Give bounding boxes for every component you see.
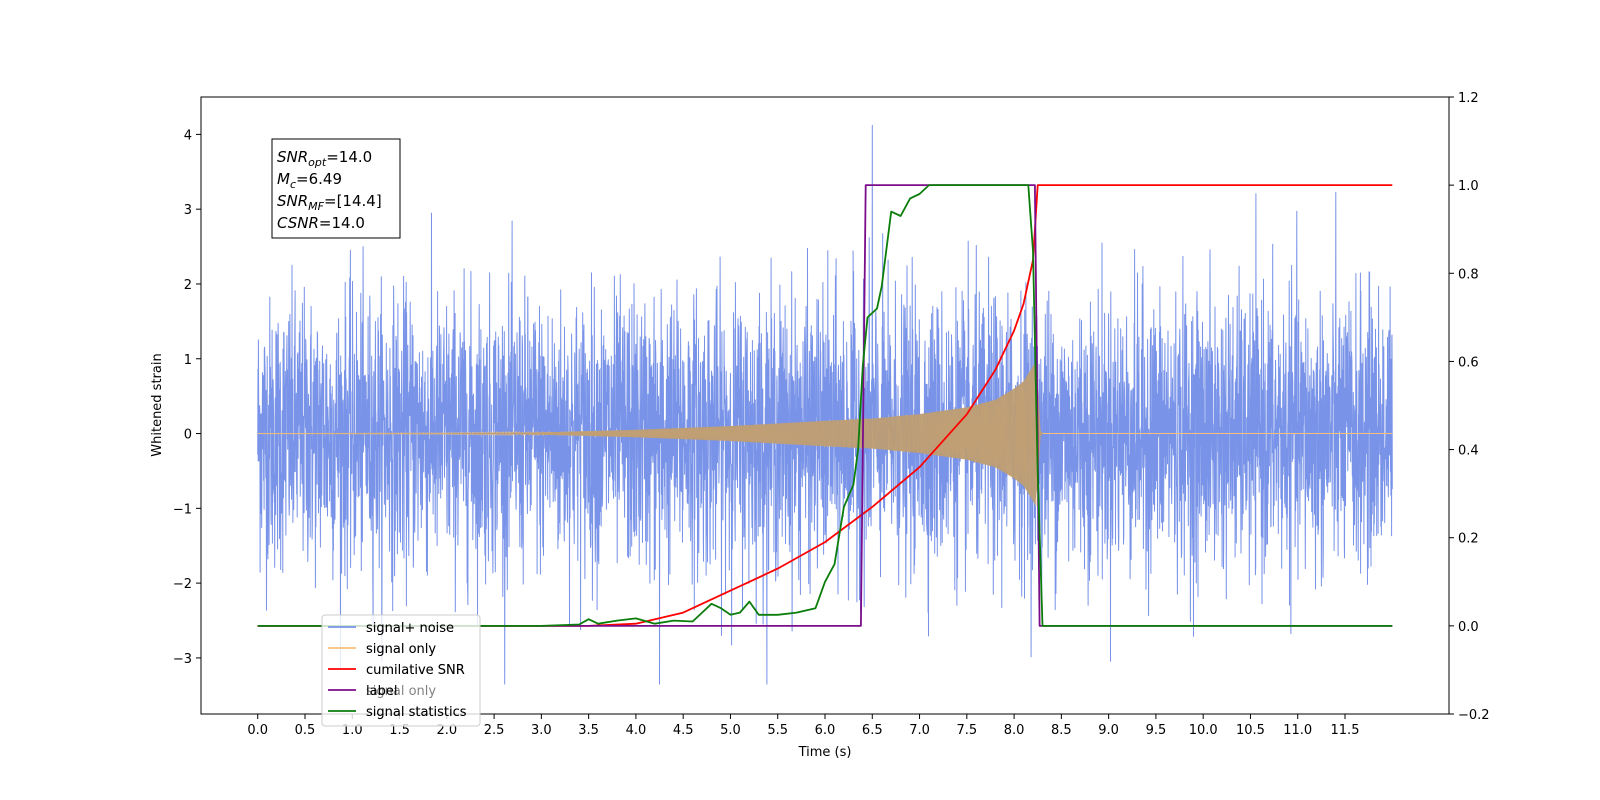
annotation-line: SNRMF=[14.4] (277, 192, 382, 213)
series-signal-statistics (257, 184, 1393, 627)
y-left-tick-label: 2 (184, 278, 192, 293)
y-left-tick-label: −2 (173, 577, 192, 592)
series-cumilative-snr (257, 184, 1393, 627)
legend-label: signal only (366, 642, 436, 657)
x-tick-label: 8.5 (1051, 723, 1072, 738)
x-axis-label: Time (s) (798, 745, 852, 760)
legend-ghost-label: cumilative SNR (366, 663, 465, 678)
y-left-axis-ticks: −3 −2 −1 0 1 2 3 4 (173, 128, 201, 667)
y-left-tick-label: −3 (173, 652, 192, 667)
x-tick-label: 6.5 (862, 723, 883, 738)
legend-ghost-label: signal only (366, 642, 436, 657)
series-layer (257, 124, 1393, 685)
y-left-tick-label: 0 (184, 428, 192, 443)
x-tick-label: 10.5 (1236, 723, 1265, 738)
series-signal-noise (257, 124, 1393, 685)
y-left-tick-label: 4 (184, 128, 192, 143)
y-right-tick-label: 0.6 (1458, 355, 1479, 370)
y-left-tick-label: 1 (184, 353, 192, 368)
annotation-line: SNRopt=14.0 (277, 148, 372, 169)
x-tick-label: 0.0 (247, 723, 268, 738)
x-tick-label: 4.5 (673, 723, 694, 738)
x-tick-label: 7.0 (909, 723, 930, 738)
x-tick-label: 3.0 (531, 723, 552, 738)
x-tick-label: 3.5 (578, 723, 599, 738)
x-tick-label: 9.0 (1098, 723, 1119, 738)
legend-label: signal+ noise (366, 621, 454, 636)
x-tick-label: 6.0 (815, 723, 836, 738)
legend-ghost-label: signal+ noise (366, 621, 454, 636)
y-left-tick-label: 3 (184, 203, 192, 218)
y-right-tick-label: 1.0 (1458, 179, 1479, 194)
annotation-line: Mc=6.49 (277, 170, 342, 191)
legend-label: cumilative SNR (366, 663, 465, 678)
y-left-tick-label: −1 (173, 502, 192, 517)
legend-ghost-label: signal only (366, 684, 436, 699)
x-tick-label: 5.0 (720, 723, 741, 738)
y-right-tick-label: −0.2 (1458, 708, 1490, 723)
signal-only-envelope (257, 362, 1393, 505)
x-tick-label: 2.5 (484, 723, 505, 738)
x-tick-label: 1.0 (342, 723, 363, 738)
y-right-axis-ticks: −0.2 0.0 0.2 0.4 0.6 0.8 1.0 1.2 (1449, 91, 1490, 723)
x-tick-label: 8.0 (1004, 723, 1025, 738)
x-tick-label: 5.5 (767, 723, 788, 738)
x-tick-label: 9.5 (1146, 723, 1167, 738)
y-axis-label: Whitened strain (150, 353, 165, 456)
legend-label: label (366, 684, 397, 699)
legend-label: signal statistics (366, 705, 467, 720)
annotation-line: CSNR=14.0 (277, 214, 365, 232)
y-right-tick-label: 0.2 (1458, 532, 1479, 547)
x-tick-label: 0.5 (295, 723, 316, 738)
y-right-tick-label: 0.8 (1458, 267, 1479, 282)
y-right-tick-label: 0.4 (1458, 444, 1479, 459)
y-right-tick-label: 0.0 (1458, 620, 1479, 635)
legend-ghost-label: signal statistics (366, 705, 467, 720)
y-right-tick-label: 1.2 (1458, 91, 1479, 106)
x-tick-label: 4.0 (626, 723, 647, 738)
legend: signal+ noise signal only cumilative SNR si… (321, 614, 481, 727)
x-tick-label: 11.5 (1331, 723, 1360, 738)
x-tick-label: 2.0 (436, 723, 457, 738)
x-tick-label: 1.5 (389, 723, 410, 738)
x-tick-label: 10.0 (1189, 723, 1218, 738)
x-tick-label: 7.5 (956, 723, 977, 738)
x-tick-label: 11.0 (1283, 723, 1312, 738)
x-axis-ticks: 0.0 0.5 1.0 1.5 2.0 2.5 3.0 3.5 4.0 4.5 5.0 5.5 6.0 6… (247, 714, 1359, 738)
